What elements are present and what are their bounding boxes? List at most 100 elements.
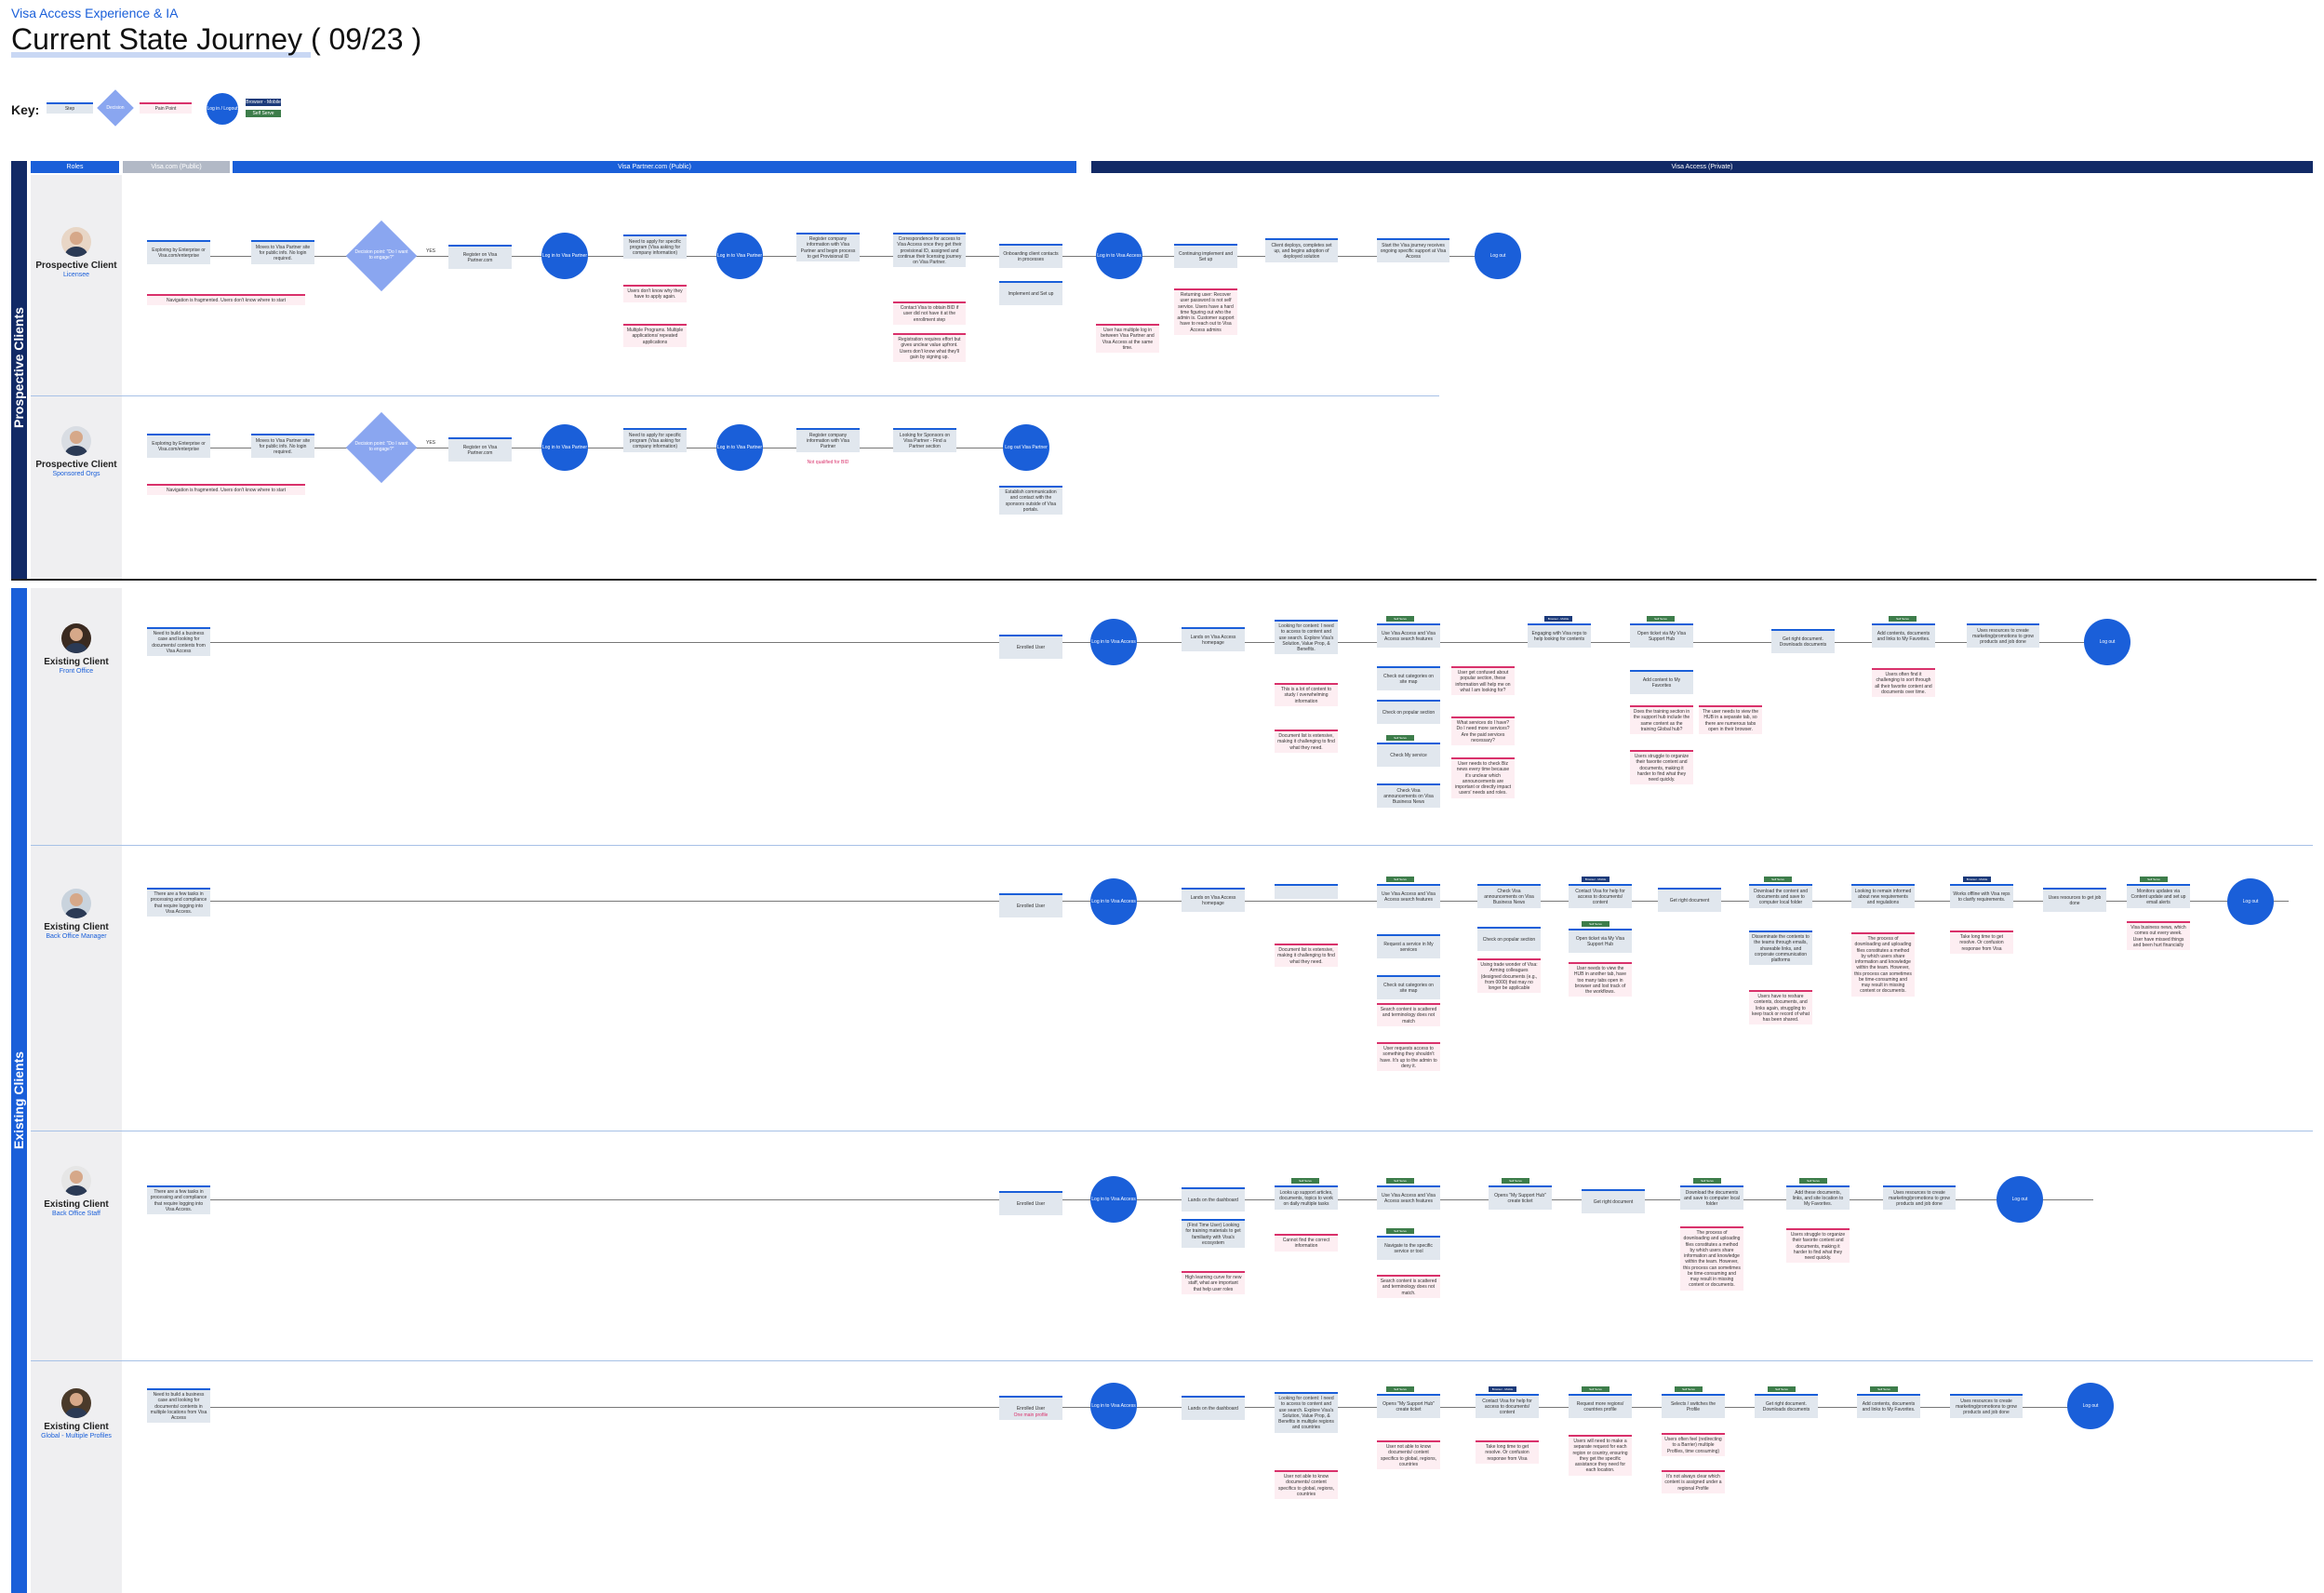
phase-roles: Roles xyxy=(31,161,119,173)
phase-visa-partner: Visa Partner.com (Public) xyxy=(233,161,1076,173)
lane-separator xyxy=(31,395,1439,396)
step: Exploring by Enterprise or Visa.com/ente… xyxy=(147,434,210,458)
decision-yes-label: YES xyxy=(426,440,436,446)
pain-point: Not qualified for BID xyxy=(807,460,849,465)
step: Looking for Sponsors on Visa Partner - F… xyxy=(893,428,956,452)
persona-name: Existing Client xyxy=(44,922,109,932)
step: Check on popular section xyxy=(1377,700,1440,724)
step: Check My service xyxy=(1377,743,1440,767)
step: Check out categories on site map xyxy=(1377,975,1440,999)
persona-role: Back Office Staff xyxy=(52,1211,100,1217)
pain-point: Returning user: Recover user password is… xyxy=(1174,288,1237,335)
step: Add contents, documents and links to My … xyxy=(1872,623,1935,648)
step: Request a service in My services xyxy=(1377,934,1440,958)
step: Enrolled User xyxy=(999,1396,1062,1420)
step: Add contents, documents and links to My … xyxy=(1857,1394,1920,1418)
tag-self-serve: Self Serve xyxy=(1768,1386,1796,1392)
step: Open ticket via My Visa Support Hub xyxy=(1569,929,1632,953)
pain-point: It's not always clear which content is a… xyxy=(1662,1470,1725,1493)
step: Check out categories on site map xyxy=(1377,666,1440,690)
step: Looking to remain informed about new req… xyxy=(1851,884,1915,908)
prospective-rail xyxy=(11,161,27,580)
logout-circle: Log out xyxy=(1997,1176,2043,1223)
legend-step: Step xyxy=(47,102,93,114)
avatar xyxy=(61,227,91,257)
step: Contact Visa for help for access to docu… xyxy=(1476,1394,1539,1418)
step: Get right document xyxy=(1658,888,1721,912)
login-circle: Log in to Visa Partner xyxy=(541,233,588,279)
tag-self-serve: Self Serve xyxy=(1386,1386,1414,1392)
tag-self-serve: Self Serve xyxy=(1291,1178,1319,1184)
login-circle: Log in to Visa Partner xyxy=(716,424,763,471)
step: Moves to Visa Partner site for public in… xyxy=(251,434,314,458)
persona-name: Existing Client xyxy=(44,1422,109,1432)
step: Register on Visa Partner.com xyxy=(448,437,512,462)
login-circle: Log in to Visa Partner xyxy=(716,233,763,279)
step: Implement and Set up xyxy=(999,281,1062,305)
step: Establish communication and contact with… xyxy=(999,486,1062,515)
tag-self-serve: Self Serve xyxy=(1764,877,1792,882)
tag-self-serve: Self Serve xyxy=(1889,616,1917,622)
step: Download the documents and save to compu… xyxy=(1680,1185,1743,1210)
tag-browser: Browser - Mobile xyxy=(1963,877,1991,882)
lane-separator xyxy=(31,1360,2313,1361)
pain-point: The process of downloading and uploading… xyxy=(1680,1226,1743,1291)
step: Client deploys, completes set up, and be… xyxy=(1265,238,1338,262)
roles-column-existing xyxy=(31,588,122,1593)
tag-self-serve: Self Serve xyxy=(1582,1386,1609,1392)
persona-name: Existing Client xyxy=(44,1199,109,1210)
step: Lands on the dashboard xyxy=(1182,1187,1245,1211)
flow-connector xyxy=(205,642,2121,643)
decision-yes-label: YES xyxy=(426,248,436,254)
step: Opens "My Support Hub" create ticket xyxy=(1489,1185,1552,1210)
page-title: Current State Journey ( 09/23 ) xyxy=(11,22,422,56)
step: Exploring by Enterprise or Visa.com/ente… xyxy=(147,240,210,264)
step: Register company information with Visa P… xyxy=(796,428,860,452)
step: (First Time User) Looking for training m… xyxy=(1182,1219,1245,1248)
tag-self-serve: Self Serve xyxy=(2140,877,2168,882)
step: Looks up support articles, documents, to… xyxy=(1275,1185,1338,1210)
journey-subtitle: Visa Access Experience & IA xyxy=(11,6,179,20)
step: Get right document. Downloads documents xyxy=(1771,629,1835,653)
persona-role: Sponsored Orgs xyxy=(52,471,100,477)
pain-point: Registration requires effort but gives u… xyxy=(893,333,966,362)
avatar xyxy=(61,426,91,456)
legend-login: Log in / Logout xyxy=(207,93,238,125)
step: Need to build a business case and lookin… xyxy=(147,627,210,656)
tag-browser: Browser - Mobile xyxy=(1582,877,1609,882)
login-circle: Log in to Visa Access xyxy=(1090,1383,1137,1429)
step: Download the content and documents and s… xyxy=(1749,884,1812,908)
tag-self-serve: Self Serve xyxy=(1386,616,1414,622)
persona-existing-back-office-manager: Existing Client Back Office Manager xyxy=(31,889,122,940)
decision-label: Decision point: "Do I want to engage?" xyxy=(354,441,408,452)
pain-point: Using trade wonder of Visa: Arming colle… xyxy=(1477,958,1541,994)
pain-point: Users don't know why they have to apply … xyxy=(623,285,687,302)
step: Use Visa Access and Visa Access search f… xyxy=(1377,623,1440,648)
step: Enrolled User xyxy=(999,1191,1062,1215)
tag-self-serve: Self Serve xyxy=(1582,921,1609,927)
persona-prospective-licensee: Prospective Client Licensee xyxy=(31,227,122,278)
persona-prospective-sponsored: Prospective Client Sponsored Orgs xyxy=(31,426,122,477)
pain-point: Navigation is fragmented. Users don't kn… xyxy=(147,294,305,306)
pain-point: Users often find it challenging to sort … xyxy=(1872,668,1935,697)
login-circle: Log in to Visa Partner xyxy=(541,424,588,471)
login-circle: Log in to Visa Access xyxy=(1096,233,1142,279)
login-circle: Log in to Visa Access xyxy=(1090,619,1137,665)
title-highlight xyxy=(11,52,311,58)
step: Opens "My Support Hub" create ticket xyxy=(1377,1394,1440,1418)
tag-self-serve: Self Serve xyxy=(1693,1178,1721,1184)
step: Uses resources to create marketing/promo… xyxy=(1883,1185,1956,1210)
pain-point: Users will need to make a separate reque… xyxy=(1569,1435,1632,1476)
step: Uses resources to create marketing/promo… xyxy=(1950,1394,2023,1418)
step: Need to apply for specific program (Visa… xyxy=(623,428,687,452)
step: Register on Visa Partner.com xyxy=(448,245,512,269)
flow-connector xyxy=(205,1199,2093,1200)
persona-role: Licensee xyxy=(62,272,90,278)
step: Check on popular section xyxy=(1477,927,1541,951)
step: Disseminate the contents to the teams th… xyxy=(1749,930,1812,966)
pain-point: Search content is scattered and terminol… xyxy=(1377,1003,1440,1026)
flow-connector xyxy=(205,1407,2103,1408)
pain-point: User requests access to something they s… xyxy=(1377,1042,1440,1071)
avatar xyxy=(61,889,91,918)
logout-circle: Log out xyxy=(2067,1383,2114,1429)
